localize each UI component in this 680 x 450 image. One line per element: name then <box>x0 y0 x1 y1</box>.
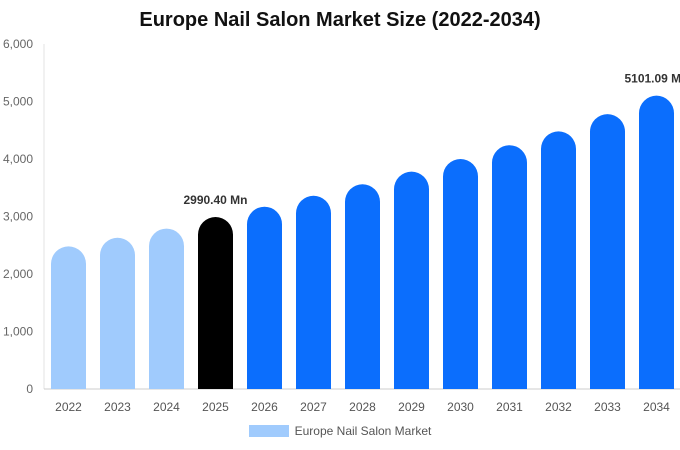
x-tick-label: 2030 <box>447 400 474 414</box>
y-tick-label: 1,000 <box>3 325 33 339</box>
bar <box>198 217 233 389</box>
bar <box>541 131 576 389</box>
x-tick-label: 2024 <box>153 400 180 414</box>
y-tick-label: 0 <box>26 382 33 396</box>
x-tick-label: 2026 <box>251 400 278 414</box>
bar <box>590 114 625 389</box>
bar <box>100 237 135 389</box>
x-tick-label: 2029 <box>398 400 425 414</box>
y-tick-label: 6,000 <box>3 37 33 51</box>
bar <box>443 159 478 389</box>
x-tick-label: 2027 <box>300 400 327 414</box>
bar <box>149 228 184 389</box>
x-tick-label: 2025 <box>202 400 229 414</box>
x-tick-label: 2033 <box>594 400 621 414</box>
y-tick-label: 2,000 <box>3 267 33 281</box>
legend-swatch <box>248 425 289 437</box>
bar <box>296 195 331 389</box>
x-tick-label: 2023 <box>104 400 131 414</box>
x-tick-label: 2032 <box>545 400 572 414</box>
legend-label: Europe Nail Salon Market <box>294 424 432 438</box>
bar <box>492 145 527 389</box>
legend[interactable]: Europe Nail Salon Market <box>0 424 680 438</box>
chart-title: Europe Nail Salon Market Size (2022-2034… <box>139 9 541 31</box>
x-tick-label: 2022 <box>55 400 82 414</box>
bar <box>247 206 282 389</box>
x-tick-label: 2031 <box>496 400 523 414</box>
data-label: 5101.09 Mn <box>624 72 680 86</box>
x-tick-label: 2028 <box>349 400 376 414</box>
bar <box>639 95 674 390</box>
data-label: 2990.40 Mn <box>183 193 247 207</box>
y-tick-label: 3,000 <box>3 210 33 224</box>
bar <box>51 246 86 389</box>
y-tick-label: 4,000 <box>3 152 33 166</box>
bar <box>345 184 380 389</box>
y-tick-label: 5,000 <box>3 95 33 109</box>
bar <box>394 171 429 389</box>
x-tick-label: 2034 <box>643 400 670 414</box>
